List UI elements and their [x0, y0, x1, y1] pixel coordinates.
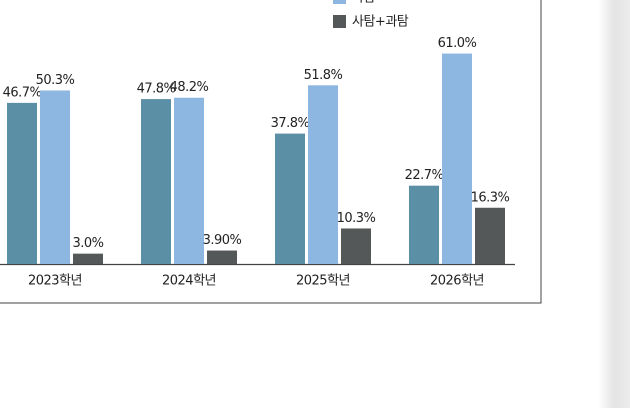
value-label: 61.0% — [438, 36, 477, 51]
bar — [174, 97, 204, 265]
value-label: 51.8% — [304, 68, 343, 83]
x-tick-label: 2025학년 — [296, 274, 350, 289]
value-label: 47.8% — [137, 82, 176, 97]
value-label: 48.2% — [170, 80, 209, 95]
frame — [0, 0, 542, 304]
x-tick-label: 2026학년 — [430, 274, 484, 289]
side-strip — [598, 0, 630, 408]
bar — [475, 207, 505, 264]
legend-label: 사탐+과탐 — [352, 15, 409, 30]
bar — [7, 102, 37, 264]
value-label: 3.90% — [203, 233, 242, 248]
x-tick-label: 2023학년 — [28, 274, 82, 289]
bar — [442, 53, 472, 264]
legend-swatch — [333, 0, 346, 4]
bar — [40, 90, 70, 264]
x-tick-label: 2024학년 — [162, 274, 216, 289]
value-label: 22.7% — [405, 168, 444, 183]
bar — [409, 185, 439, 264]
bar — [308, 85, 338, 264]
bar — [207, 250, 237, 264]
legend-swatch — [333, 15, 346, 28]
value-label: 37.8% — [271, 116, 310, 131]
bar — [141, 99, 171, 264]
value-label: 10.3% — [337, 211, 376, 226]
value-label: 3.0% — [72, 236, 103, 251]
value-label: 50.3% — [36, 73, 75, 88]
value-label: 46.7% — [3, 85, 42, 100]
bar — [341, 228, 371, 264]
value-label: 16.3% — [471, 190, 510, 205]
legend-label: 사탐 — [352, 0, 375, 6]
bar — [73, 253, 103, 264]
bar — [275, 133, 305, 264]
